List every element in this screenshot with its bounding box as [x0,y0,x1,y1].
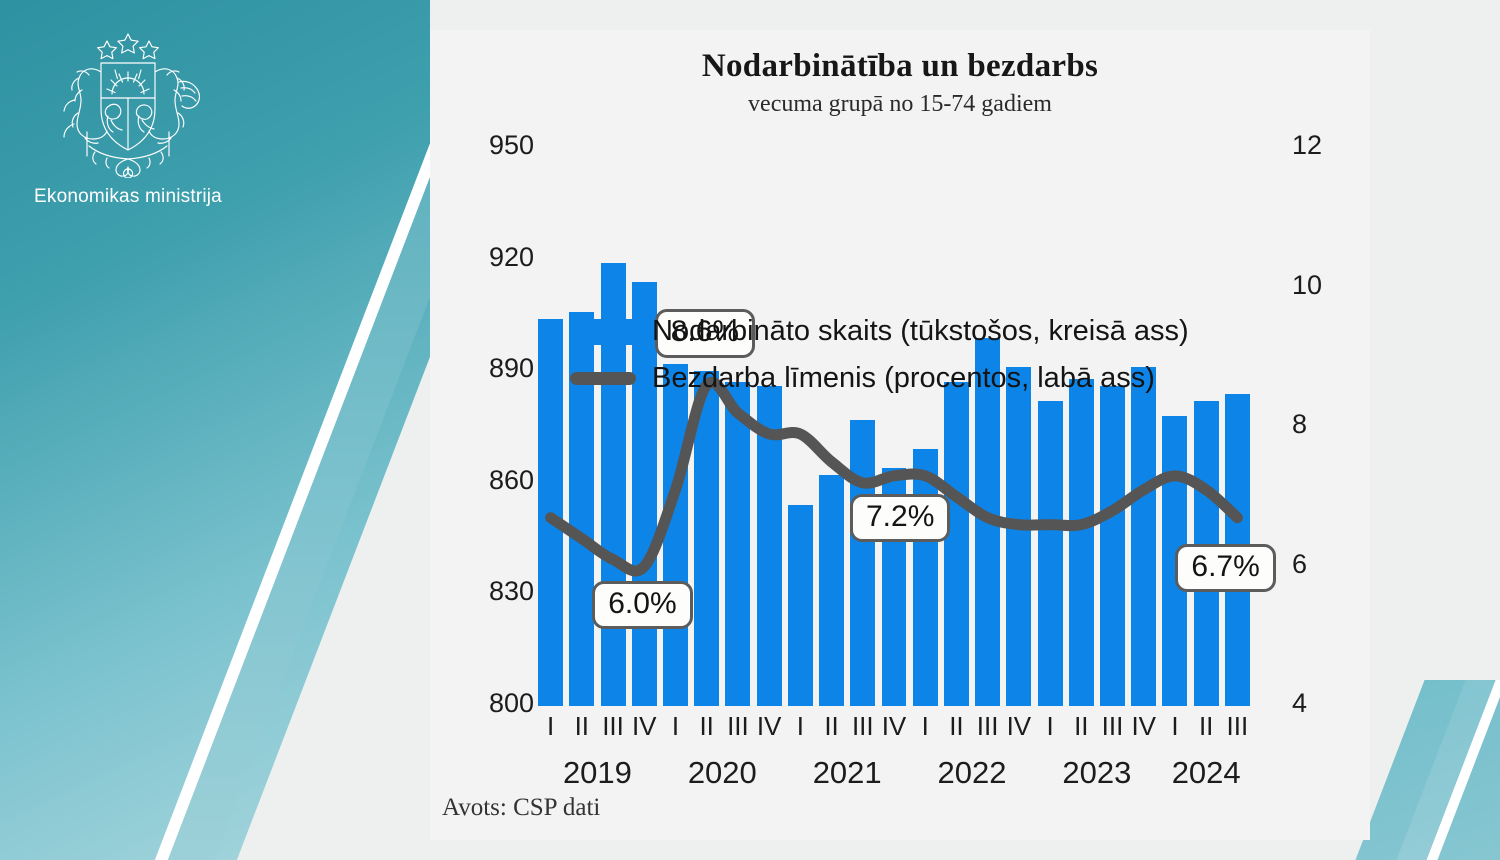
x-tick-quarter-20: I [1171,711,1179,741]
x-tick-year-2023: 2023 [1062,755,1132,790]
y-axis-left-tick-920: 920 [488,241,534,272]
callout-6-0pct: 6.0% [592,580,693,629]
chart-subtitle: vecuma grupā no 15-74 gadiem [748,91,1052,117]
x-axis-years: 2019 2020 2021 2022 2023 2024 [535,751,1253,799]
x-tick-quarter-2: III [602,711,624,741]
x-tick-quarter-19: IV [1131,711,1157,741]
x-tick-year-2022: 2022 [937,755,1007,790]
bar-2020-I [662,363,688,706]
x-tick-year-2024: 2024 [1171,755,1241,790]
x-tick-year-2021: 2021 [812,755,882,790]
x-tick-quarter-11: IV [881,711,907,741]
callout-7-2pct: 7.2% [850,493,951,543]
latvia-coat-of-arms-icon [63,33,201,178]
legend-label-unemployment: Bezdarba līmenis (procentos, labā ass) [652,362,1155,394]
x-tick-quarter-9: II [824,711,839,741]
bar-2022-II [943,382,969,706]
bar-2020-III [725,382,751,706]
bar-2019-I [538,319,564,706]
bar-2023-IV [1131,367,1157,706]
x-tick-quarter-15: IV [1006,711,1032,741]
legend-line-swatch-icon [570,372,636,385]
y-axis-right-tick-6: 6 [1292,548,1308,579]
y-axis-right-tick-12: 12 [1292,130,1323,160]
brand-logo: Ekonomikas ministrija [18,28,238,208]
x-tick-quarter-22: III [1226,711,1249,741]
bar-2020-II [694,371,720,706]
y-axis-left-tick-830: 830 [488,576,534,607]
legend-bar-swatch-icon [570,318,636,345]
brand-panel: Ekonomikas ministrija [0,0,430,860]
x-tick-quarter-1: II [574,711,590,741]
chart-title: Nodarbinātība un bezdarbs [701,48,1099,84]
x-tick-quarter-0: I [546,711,555,741]
x-tick-quarter-21: II [1198,711,1214,741]
callout-8-6pct: 8.6% [654,309,756,358]
x-tick-year-2020: 2020 [687,755,757,790]
x-tick-quarter-10: III [851,711,874,741]
bar-2021-I [787,505,813,706]
legend-item-employment: Nodarbināto skaits (tūkstošos, kreisā as… [570,308,1330,355]
y-axis-left-tick-890: 890 [488,353,534,384]
bar-2023-III [1100,386,1125,706]
x-tick-year-2019: 2019 [562,755,632,790]
x-tick-quarter-7: IV [756,711,782,741]
plot-area: 800 830 860 890 920 950 4 6 8 10 12 8.6% 6.0% 7.2% 6… [430,130,1370,790]
x-tick-quarter-6: III [727,711,749,741]
x-tick-quarter-16: I [1046,711,1054,741]
bar-2022-I [912,449,938,706]
x-tick-quarter-17: II [1074,711,1089,741]
y-axis-left-tick-950: 950 [488,130,534,160]
bar-2020-IV [756,386,782,706]
y-axis-left-tick-800: 800 [488,688,534,718]
legend-item-unemployment: Bezdarba līmenis (procentos, labā ass) [570,355,1330,402]
x-axis-quarters: I II III IV I II III IV I II III IV I II III IV I II III IV… [535,711,1253,751]
bar-2022-IV [1006,367,1032,706]
bar-2021-II [819,475,845,706]
y-axis-left-tick-860: 860 [488,464,534,495]
bar-2023-II [1068,378,1094,706]
x-tick-quarter-8: I [796,711,804,741]
chart-legend: Nodarbināto skaits (tūkstošos, kreisā as… [570,308,1330,402]
source-note: Avots: CSP dati [442,794,601,821]
x-tick-quarter-14: III [976,711,999,741]
x-tick-quarter-5: II [699,711,714,741]
chart-card: Nodarbinātība un bezdarbs vecuma grupā n… [430,30,1370,840]
x-tick-quarter-3: IV [631,711,657,741]
y-axis-right-tick-10: 10 [1292,269,1323,300]
x-tick-quarter-12: I [921,711,929,741]
x-axis: I II III IV I II III IV I II III IV I II III IV I II III IV… [535,711,1253,799]
callout-6-7pct: 6.7% [1175,543,1276,593]
legend-label-employment: Nodarbināto skaits (tūkstošos, kreisā as… [652,315,1189,347]
brand-label: Ekonomikas ministrija [34,186,222,207]
bar-2023-I [1037,400,1063,706]
x-tick-quarter-4: I [671,711,680,741]
y-axis-right-tick-4: 4 [1292,688,1308,718]
x-tick-quarter-13: II [949,711,964,741]
y-axis-right-tick-8: 8 [1292,409,1308,439]
bar-2021-III [850,419,876,706]
x-tick-quarter-18: III [1101,711,1124,741]
